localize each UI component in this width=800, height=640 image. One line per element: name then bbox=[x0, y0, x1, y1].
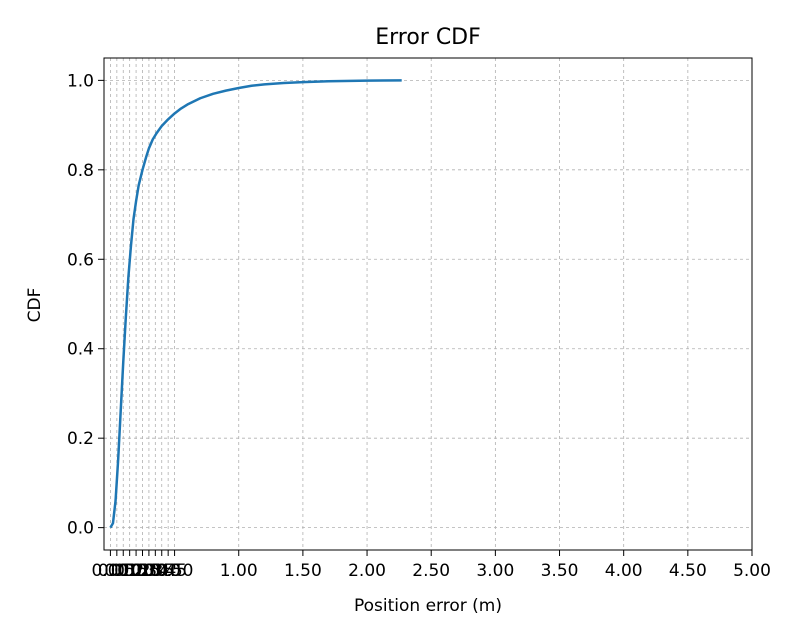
x-tick-label: 3.00 bbox=[476, 561, 514, 581]
x-tick-label: 4.50 bbox=[669, 561, 707, 581]
x-tick-label: 1.00 bbox=[220, 561, 258, 581]
x-tick-label: 1.50 bbox=[284, 561, 322, 581]
x-axis-label: Position error (m) bbox=[354, 596, 502, 616]
plot-frame bbox=[103, 57, 753, 551]
x-tick-label: 0.35 bbox=[136, 561, 174, 581]
y-tick-label: 0.0 bbox=[67, 519, 94, 539]
x-tick-label: 2.00 bbox=[348, 561, 386, 581]
x-tick-label: 4.00 bbox=[605, 561, 643, 581]
ticks-layer: 0.000.050.100.150.200.250.300.350.400.45… bbox=[67, 71, 771, 581]
x-tick-label: 3.50 bbox=[541, 561, 579, 581]
x-tick-label: 0.05 bbox=[98, 561, 136, 581]
x-tick-label: 0.20 bbox=[117, 561, 155, 581]
cdf-series-line bbox=[109, 79, 402, 529]
x-tick-label: 0.40 bbox=[143, 561, 181, 581]
x-tick-label: 0.50 bbox=[156, 561, 194, 581]
y-tick-label: 0.6 bbox=[67, 250, 94, 270]
x-tick-label: 5.00 bbox=[733, 561, 771, 581]
x-tick-label: 0.00 bbox=[91, 561, 129, 581]
y-tick-label: 0.4 bbox=[67, 340, 94, 360]
x-tick-label: 2.50 bbox=[412, 561, 450, 581]
series-layer bbox=[109, 79, 402, 529]
x-tick-label: 0.25 bbox=[124, 561, 162, 581]
y-tick-label: 1.0 bbox=[67, 71, 94, 91]
chart-title: Error CDF bbox=[375, 25, 481, 50]
x-tick-label: 0.15 bbox=[111, 561, 149, 581]
y-axis-label: CDF bbox=[25, 288, 45, 323]
y-tick-label: 0.8 bbox=[67, 161, 94, 181]
x-tick-label: 0.45 bbox=[149, 561, 187, 581]
x-tick-label: 0.30 bbox=[130, 561, 168, 581]
x-tick-label: 0.10 bbox=[104, 561, 142, 581]
y-tick-label: 0.2 bbox=[67, 429, 94, 449]
